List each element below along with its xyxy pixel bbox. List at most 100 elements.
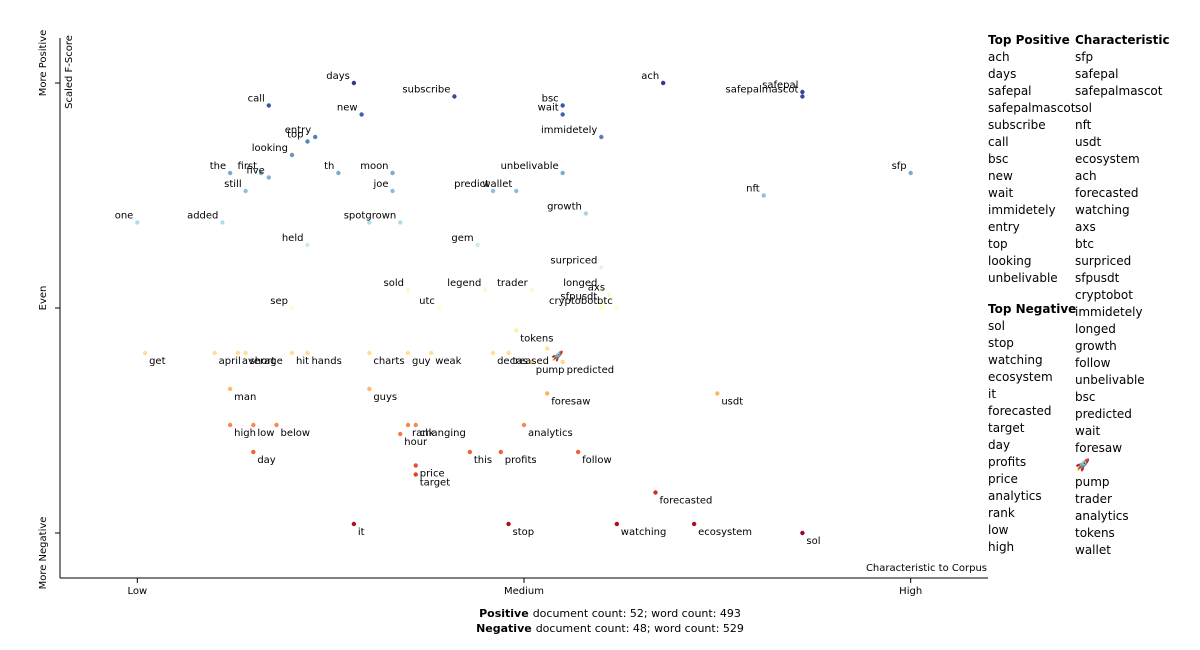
point-label: weak <box>435 356 461 367</box>
point <box>359 112 364 117</box>
footer-line: Positive document count: 52; word count: … <box>479 607 741 620</box>
point <box>220 220 225 225</box>
list-item: high <box>988 540 1014 554</box>
footer-label: Positive <box>479 607 529 620</box>
point <box>405 422 411 428</box>
list-item: sfp <box>1075 50 1093 64</box>
x-tick-label: Low <box>127 586 147 597</box>
point <box>521 422 527 428</box>
point-label: spot <box>344 211 366 222</box>
point-label: guys <box>373 392 397 403</box>
list-item: profits <box>988 455 1026 469</box>
list-item: immidetely <box>988 203 1056 217</box>
y-tick-label: More Positive <box>38 30 49 97</box>
point-label: held <box>282 233 304 244</box>
point <box>483 287 488 293</box>
point-label: sep <box>270 296 288 307</box>
point <box>405 350 411 356</box>
point-label: ach <box>641 71 659 82</box>
point-label: foresaw <box>551 397 590 408</box>
point <box>560 359 565 365</box>
list-item: it <box>988 387 996 401</box>
point-label: rank <box>412 428 435 439</box>
point-label: sold <box>384 278 404 289</box>
point <box>506 350 511 356</box>
point <box>243 188 248 194</box>
point <box>800 94 805 99</box>
list-item: stop <box>988 336 1014 350</box>
point <box>529 287 534 293</box>
point <box>413 422 418 428</box>
list-title: Characteristic <box>1075 33 1170 47</box>
point <box>436 305 442 311</box>
point <box>614 521 619 527</box>
point <box>599 134 604 140</box>
footer-text: document count: 48; word count: 529 <box>536 622 744 635</box>
x-axis-title: Characteristic to Corpus <box>866 563 987 574</box>
point <box>691 521 697 527</box>
list-item: rank <box>988 506 1015 520</box>
point <box>490 188 496 194</box>
point-label: man <box>234 392 256 403</box>
point <box>289 350 295 356</box>
point <box>305 242 310 248</box>
point <box>545 391 550 396</box>
list-item: foresaw <box>1075 441 1122 455</box>
point-label: safepal <box>762 80 798 91</box>
point <box>490 350 496 356</box>
list-item: entry <box>988 220 1020 234</box>
y-tick-label: Even <box>38 286 49 311</box>
point <box>235 350 241 356</box>
point-label: day <box>257 455 275 466</box>
list-item: safepalmascot <box>988 101 1076 115</box>
point-label: safepalmascot <box>726 85 799 96</box>
point-label: nft <box>746 184 760 195</box>
point-label: average <box>242 356 283 367</box>
point <box>514 188 519 194</box>
point-label: hands <box>311 356 341 367</box>
point <box>367 386 372 392</box>
list-item: safepal <box>988 84 1032 98</box>
point-label: hour <box>404 437 428 448</box>
point <box>452 94 457 99</box>
point <box>398 220 403 225</box>
point-label: five <box>246 166 264 177</box>
list-item: wait <box>988 186 1014 200</box>
list-item: call <box>988 135 1009 149</box>
point <box>800 530 805 536</box>
list-item: unbelivable <box>988 271 1058 285</box>
point-label: th <box>324 161 334 172</box>
list-item: days <box>988 67 1016 81</box>
point-label: predicted <box>567 365 614 376</box>
list-item: sfpusdt <box>1075 271 1120 285</box>
list-item: watching <box>988 353 1043 367</box>
y-axis-title: Scaled F-Score <box>64 35 75 109</box>
point <box>529 359 534 365</box>
footer-line: Negative document count: 48; word count: … <box>476 622 744 635</box>
point-label: moon <box>360 161 388 172</box>
point-label: profits <box>505 455 537 466</box>
point-label: utc <box>419 296 435 307</box>
list-item: growth <box>1075 339 1117 353</box>
point <box>545 346 550 351</box>
point-label: 🚀 <box>551 350 564 363</box>
list-item: top <box>988 237 1008 251</box>
point <box>908 170 913 176</box>
point-label: changing <box>420 428 466 439</box>
point-label: target <box>420 478 450 489</box>
point <box>560 112 565 117</box>
point <box>398 431 403 437</box>
point-label: analytics <box>528 428 573 439</box>
point-label: watching <box>621 527 667 538</box>
list-item: follow <box>1075 356 1111 370</box>
point <box>351 80 357 86</box>
point <box>212 350 217 356</box>
list-item: looking <box>988 254 1032 268</box>
point-label: get <box>149 356 166 367</box>
point <box>614 305 619 311</box>
point-label: legend <box>447 278 481 289</box>
point <box>467 449 473 455</box>
footer-text: document count: 52; word count: 493 <box>533 607 741 620</box>
